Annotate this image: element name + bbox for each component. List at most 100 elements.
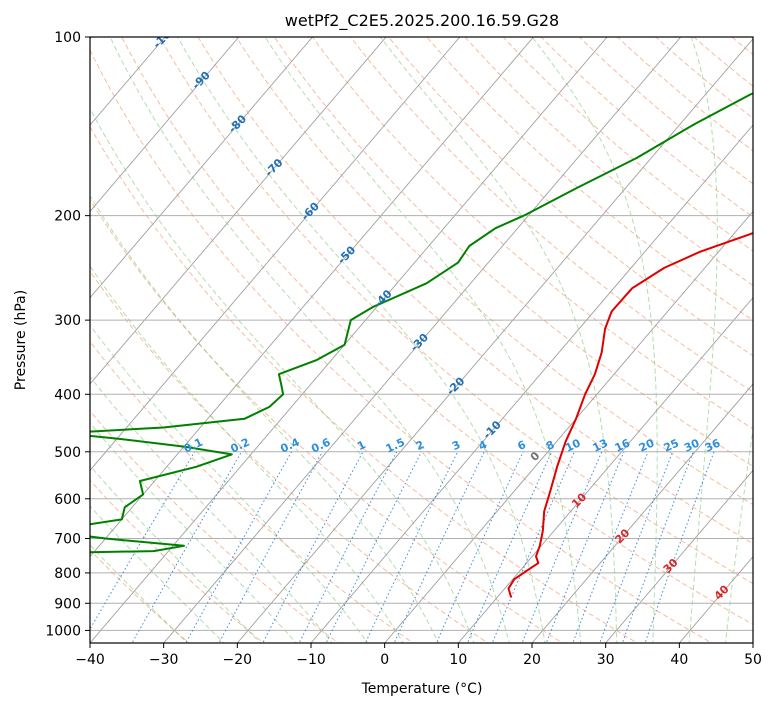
x-tick-label: 20 (523, 652, 541, 668)
dry-adiabat (121, 37, 753, 625)
moist-adiabat (109, 37, 510, 643)
y-tick-label: 500 (54, 445, 81, 461)
dry-adiabat (197, 37, 753, 545)
chart-title: wetPf2_C2E5.2025.200.16.59.G28 (285, 11, 559, 31)
dry-adiabat (90, 410, 340, 643)
x-tick-label: −30 (149, 652, 179, 668)
y-tick-label: 800 (54, 566, 81, 582)
dry-adiabat (578, 37, 753, 185)
isotherm-line (90, 37, 313, 299)
isotherm-line (236, 38, 753, 643)
mixing-ratio-label: 6 (516, 438, 529, 453)
y-tick-label: 100 (54, 30, 81, 46)
moist-adiabat (688, 37, 718, 643)
mixing-ratio-label: 1.5 (384, 436, 407, 456)
mixing-ratio-label: 36 (703, 436, 723, 454)
mixing-ratio-line (90, 451, 196, 630)
dry-adiabat (273, 37, 753, 467)
y-tick-label: 600 (54, 492, 81, 508)
mixing-ratio-line (298, 451, 398, 643)
x-tick-label: 50 (744, 652, 762, 668)
dewpoint-profile-line (90, 92, 753, 554)
mixing-ratio-label: 8 (544, 438, 556, 453)
isotherm-line (90, 37, 534, 558)
mixing-ratio-label: 3 (450, 438, 462, 453)
y-tick-label: 300 (54, 313, 81, 329)
moist-adiabat (531, 37, 658, 643)
reference-line-labels: 0.1 0.2 0.4 0.6 1 1.5 2 3 4 6 8 10 13 16 20 25 30 36-100-… (150, 37, 731, 603)
y-tick-label: 1000 (45, 623, 81, 639)
x-axis-label: Temperature (°C) (361, 681, 483, 697)
mixing-ratio-line (644, 451, 715, 643)
mixing-ratio-line (218, 451, 323, 643)
profile-series (90, 92, 753, 598)
mixing-ratio-line (466, 451, 553, 643)
x-tick-label: 0 (380, 652, 389, 668)
isotherm-line (752, 642, 753, 643)
dry-adiabat (90, 340, 414, 643)
mixing-ratio-label: 0.6 (309, 435, 332, 455)
dry-adiabat (90, 270, 489, 643)
moist-adiabat (90, 107, 475, 643)
background-lines (90, 24, 775, 646)
y-tick-label: 400 (54, 387, 81, 403)
x-tick-label: −20 (223, 652, 253, 668)
x-tick-label: −40 (75, 652, 105, 668)
mixing-ratio-line (599, 451, 674, 643)
isotherm-label: -70 (262, 156, 285, 179)
x-tick-label: 30 (597, 652, 615, 668)
x-tick-label: −10 (296, 652, 326, 668)
isotherm-label: -30 (408, 331, 431, 354)
mixing-ratio-label: 20 (637, 436, 657, 454)
isotherm-line (678, 555, 753, 643)
x-tick-label: 10 (449, 652, 467, 668)
mixing-ratio-line (325, 451, 422, 643)
dry-adiabat (502, 37, 753, 252)
dry-adiabat (754, 24, 775, 646)
mixing-ratio-label: 0.1 (182, 436, 205, 456)
mixing-ratio-line (521, 451, 603, 643)
dry-adiabat (693, 37, 753, 87)
isotherm-line (90, 37, 240, 213)
mixing-ratio-label: 13 (591, 437, 610, 455)
isotherm-line (90, 37, 608, 643)
dry-adiabat (616, 37, 753, 152)
moist-adiabat (379, 37, 618, 643)
isotherm-line (90, 37, 461, 472)
x-tick-label: 40 (670, 652, 688, 668)
mixing-ratio-line (393, 451, 485, 643)
dry-adiabat (388, 37, 753, 357)
isotherm-line (605, 469, 753, 643)
dry-adiabat (349, 37, 753, 393)
temperature-profile-line (507, 231, 753, 598)
mixing-ratio-line (491, 451, 575, 643)
plot-frame (89, 36, 754, 644)
mixing-ratio-label: 25 (662, 437, 681, 455)
mixing-ratio-line (435, 451, 524, 643)
y-tick-label: 200 (54, 209, 81, 225)
mixing-ratio-label: 30 (682, 436, 702, 454)
mixing-ratio-label: 10 (563, 436, 583, 454)
mixing-ratio-label: 16 (613, 436, 633, 454)
isotherm-line (384, 210, 753, 643)
y-axis-label: Pressure (hPa) (13, 290, 29, 390)
dry-adiabat (311, 37, 753, 430)
dry-adiabat (90, 49, 713, 643)
isotherm-line (90, 37, 387, 385)
axis-ticks: −40 −30 −20 −10 0 10 20 30 40 5010020030040050060… (45, 30, 762, 668)
isotherm-line (310, 124, 753, 643)
mixing-ratio-label: 2 (414, 438, 426, 453)
mixing-ratio-line (131, 451, 243, 643)
y-tick-label: 700 (54, 532, 81, 548)
moist-adiabat-label: 0 (528, 449, 543, 464)
isotherm-line (457, 297, 753, 643)
y-tick-label: 900 (54, 596, 81, 612)
moist-adiabat (90, 324, 369, 643)
moist-adiabat (90, 195, 440, 643)
dry-adiabat (159, 37, 753, 585)
moist-adiabat (725, 426, 753, 643)
isotherm-line (531, 383, 753, 643)
mixing-ratio-line (364, 451, 459, 643)
mixing-ratio-line (185, 451, 292, 643)
